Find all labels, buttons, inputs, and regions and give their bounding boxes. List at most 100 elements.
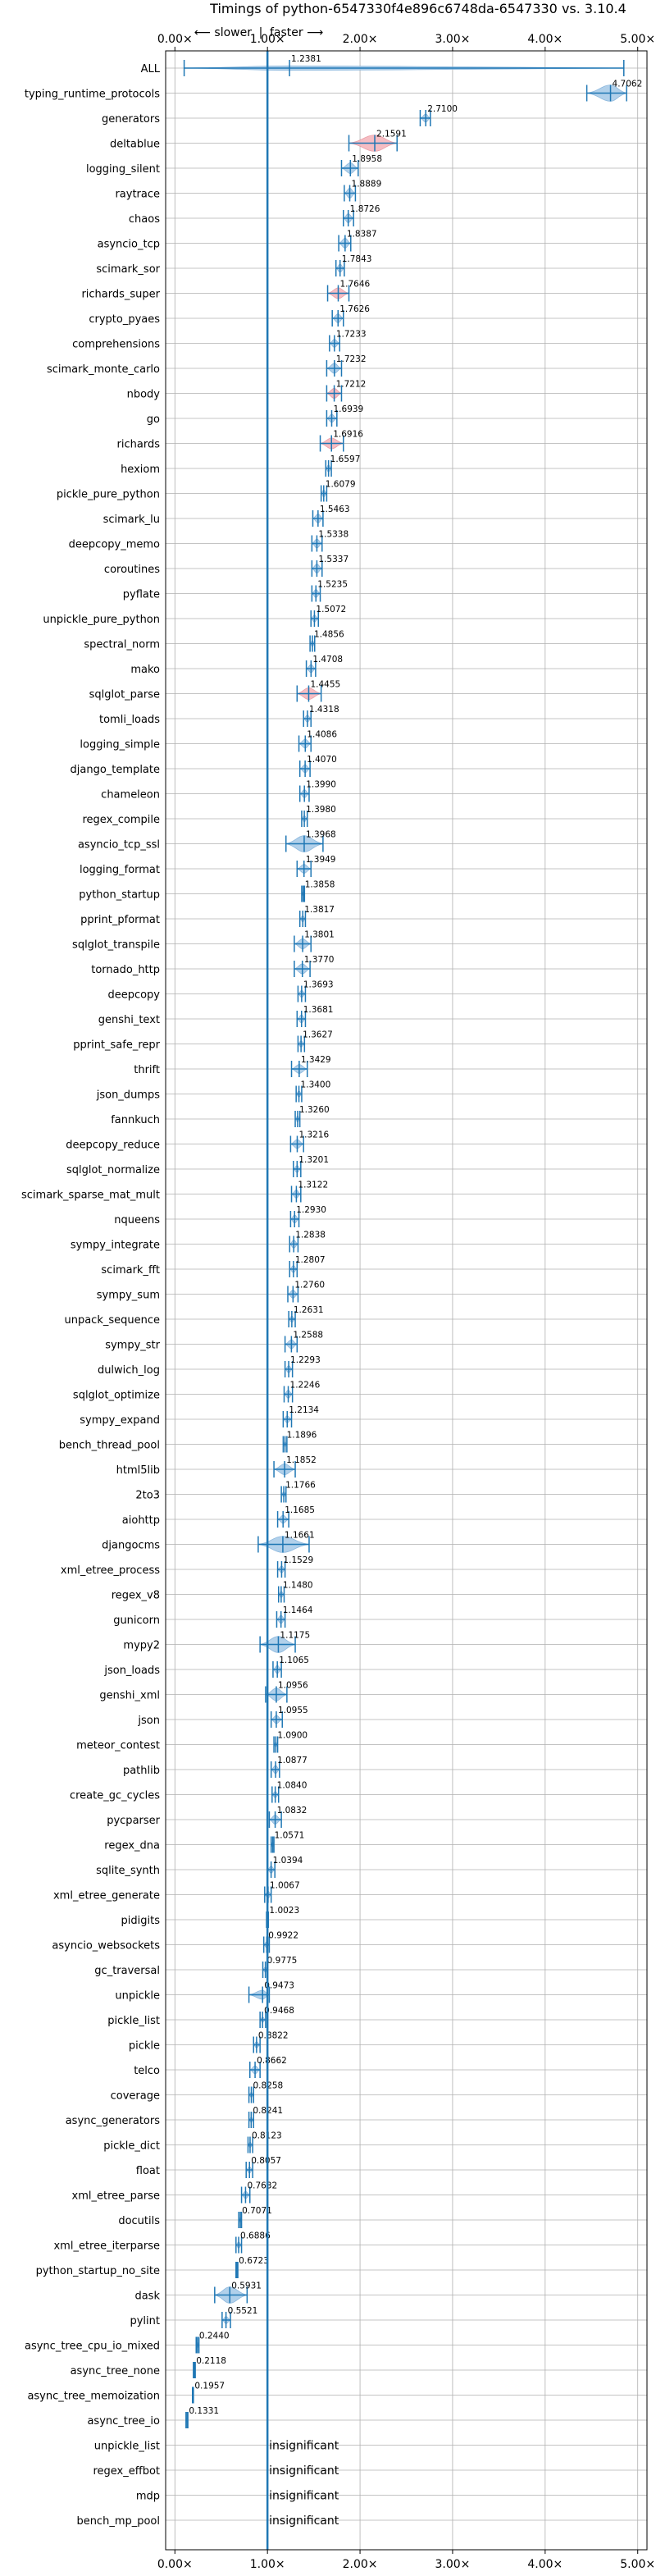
row-docutils: docutils 0.7071 bbox=[118, 2206, 647, 2228]
row-gunicorn: gunicorn 1.1464 bbox=[113, 1605, 647, 1628]
category-label: 2to3 bbox=[135, 1490, 160, 1502]
category-label: pprint_safe_repr bbox=[73, 1039, 160, 1052]
value-label: 1.3801 bbox=[304, 930, 335, 940]
tick-label-top: 0.00× bbox=[157, 33, 193, 46]
value-label: 1.0955 bbox=[278, 1706, 308, 1715]
direction-separator: | bbox=[259, 26, 263, 39]
row-html5lib: html5lib 1.1852 bbox=[116, 1455, 647, 1478]
row-xml_etree_generate: xml_etree_generate 1.0067 bbox=[53, 1881, 647, 1903]
value-label: 1.5337 bbox=[318, 555, 348, 564]
category-label: xml_etree_generate bbox=[53, 1890, 160, 1902]
value-label: 1.8958 bbox=[352, 154, 382, 164]
value-label: 1.5235 bbox=[317, 580, 348, 590]
row-sqlglot_transpile: sqlglot_transpile 1.3801 bbox=[72, 930, 647, 952]
category-label: nqueens bbox=[114, 1214, 160, 1226]
value-label: 1.4070 bbox=[307, 755, 337, 765]
value-label: 1.0956 bbox=[278, 1681, 308, 1691]
row-async_tree_none: async_tree_none 0.2118 bbox=[71, 2356, 647, 2378]
category-label: djangocms bbox=[102, 1540, 160, 1552]
row-python_startup_no_site: python_startup_no_site 0.6723 bbox=[36, 2256, 647, 2278]
value-label: 1.8387 bbox=[347, 230, 377, 240]
value-label: 2.7100 bbox=[427, 104, 458, 114]
row-async_tree_memoization: async_tree_memoization 0.1957 bbox=[27, 2382, 647, 2404]
value-label: 1.3627 bbox=[303, 1030, 333, 1040]
row-pathlib: pathlib 1.0877 bbox=[123, 1756, 647, 1778]
row-xml_etree_parse: xml_etree_parse 0.7632 bbox=[72, 2181, 647, 2204]
category-label: sqlite_synth bbox=[96, 1865, 160, 1877]
row-go: go 1.6939 bbox=[147, 404, 647, 427]
category-label: scimark_sparse_mat_mult bbox=[21, 1190, 160, 1202]
category-label: gunicorn bbox=[113, 1615, 160, 1627]
tick-label-bottom: 4.00× bbox=[527, 2558, 563, 2571]
category-label: json bbox=[137, 1715, 160, 1727]
tick-label-top: 2.00× bbox=[343, 33, 378, 46]
category-label: python_startup bbox=[79, 889, 160, 902]
category-label: xml_etree_iterparse bbox=[53, 2240, 160, 2253]
chart-title: Timings of python-6547330f4e896c6748da-6… bbox=[209, 1, 626, 16]
category-label: asyncio_tcp bbox=[98, 239, 160, 251]
category-label: regex_effbot bbox=[93, 2465, 160, 2478]
value-label: 1.2588 bbox=[293, 1331, 323, 1341]
row-scimark_monte_carlo: scimark_monte_carlo 1.7232 bbox=[47, 354, 647, 377]
category-label: chameleon bbox=[101, 789, 160, 802]
value-label: 0.7632 bbox=[247, 2181, 277, 2191]
row-raytrace: raytrace 1.8889 bbox=[115, 180, 647, 202]
category-label: richards_super bbox=[81, 289, 160, 301]
value-label: 1.3693 bbox=[303, 980, 334, 990]
category-label: genshi_xml bbox=[99, 1690, 160, 1702]
category-label: dask bbox=[134, 2291, 160, 2303]
value-label: 1.0900 bbox=[277, 1731, 308, 1741]
value-label: 1.3858 bbox=[305, 880, 335, 890]
category-label: python_startup_no_site bbox=[36, 2265, 160, 2277]
value-label: 0.8662 bbox=[257, 2056, 287, 2066]
row-hexiom: hexiom 1.6597 bbox=[121, 454, 647, 477]
category-label: logging_simple bbox=[80, 739, 160, 751]
value-label: 0.1957 bbox=[194, 2382, 225, 2391]
value-label: 1.5463 bbox=[320, 505, 350, 514]
row-unpickle: unpickle 0.9473 bbox=[115, 1981, 647, 2003]
value-label: 1.1852 bbox=[286, 1455, 317, 1465]
value-label: 2.1591 bbox=[376, 130, 407, 139]
category-label: json_dumps bbox=[96, 1089, 160, 1102]
row-scimark_lu: scimark_lu 1.5463 bbox=[103, 505, 647, 527]
category-label: docutils bbox=[118, 2215, 160, 2227]
value-label: 1.3122 bbox=[298, 1181, 328, 1190]
category-label: gc_traversal bbox=[94, 1965, 160, 1977]
row-deepcopy_memo: deepcopy_memo 1.5338 bbox=[69, 530, 647, 552]
category-label: spectral_norm bbox=[84, 639, 160, 651]
row-sqlglot_optimize: sqlglot_optimize 1.2246 bbox=[73, 1381, 647, 1403]
value-label: 1.7646 bbox=[339, 280, 370, 290]
value-label: 1.4856 bbox=[314, 630, 344, 640]
category-label: regex_v8 bbox=[112, 1590, 160, 1602]
row-sympy_integrate: sympy_integrate 1.2838 bbox=[71, 1231, 647, 1253]
tick-label-bottom: 5.00× bbox=[620, 2558, 655, 2571]
row-pickle_dict: pickle_dict0.8123 bbox=[103, 2131, 647, 2154]
category-label: asyncio_websockets bbox=[52, 1940, 160, 1953]
category-label: regex_compile bbox=[82, 814, 160, 826]
row-xml_etree_iterparse: xml_etree_iterparse 0.6886 bbox=[53, 2231, 647, 2254]
row-scimark_sparse_mat_mult: scimark_sparse_mat_mult 1.3122 bbox=[21, 1181, 647, 1203]
row-2to3: 2to3 1.1766 bbox=[135, 1481, 647, 1503]
category-label: typing_runtime_protocols bbox=[25, 89, 160, 101]
value-label: 0.9775 bbox=[267, 1956, 298, 1966]
value-label: 0.5931 bbox=[231, 2281, 262, 2291]
category-label: dulwich_log bbox=[98, 1364, 160, 1377]
category-label: xml_etree_parse bbox=[72, 2190, 160, 2203]
category-label: ALL bbox=[141, 63, 161, 75]
category-label: sqlglot_optimize bbox=[73, 1390, 160, 1402]
value-label: 0.6723 bbox=[239, 2256, 269, 2266]
value-label: 1.6079 bbox=[326, 480, 356, 490]
category-label: chaos bbox=[129, 213, 160, 226]
row-regex_effbot: regex_effbot insignificant bbox=[93, 2464, 647, 2478]
value-label: 4.7062 bbox=[613, 80, 643, 89]
value-label: 1.3968 bbox=[306, 830, 336, 840]
row-pylint: pylint 0.5521 bbox=[130, 2306, 647, 2328]
value-label: 1.2930 bbox=[296, 1205, 326, 1215]
row-pickle_list: pickle_list 0.9468 bbox=[107, 2006, 647, 2028]
category-label: thrift bbox=[134, 1064, 160, 1076]
row-logging_silent: logging_silent 1.8958 bbox=[86, 154, 647, 176]
value-label: 1.1464 bbox=[283, 1605, 313, 1615]
value-label: 1.3260 bbox=[299, 1105, 330, 1115]
value-label: 1.3770 bbox=[304, 955, 335, 965]
value-label: 1.2246 bbox=[290, 1381, 321, 1391]
